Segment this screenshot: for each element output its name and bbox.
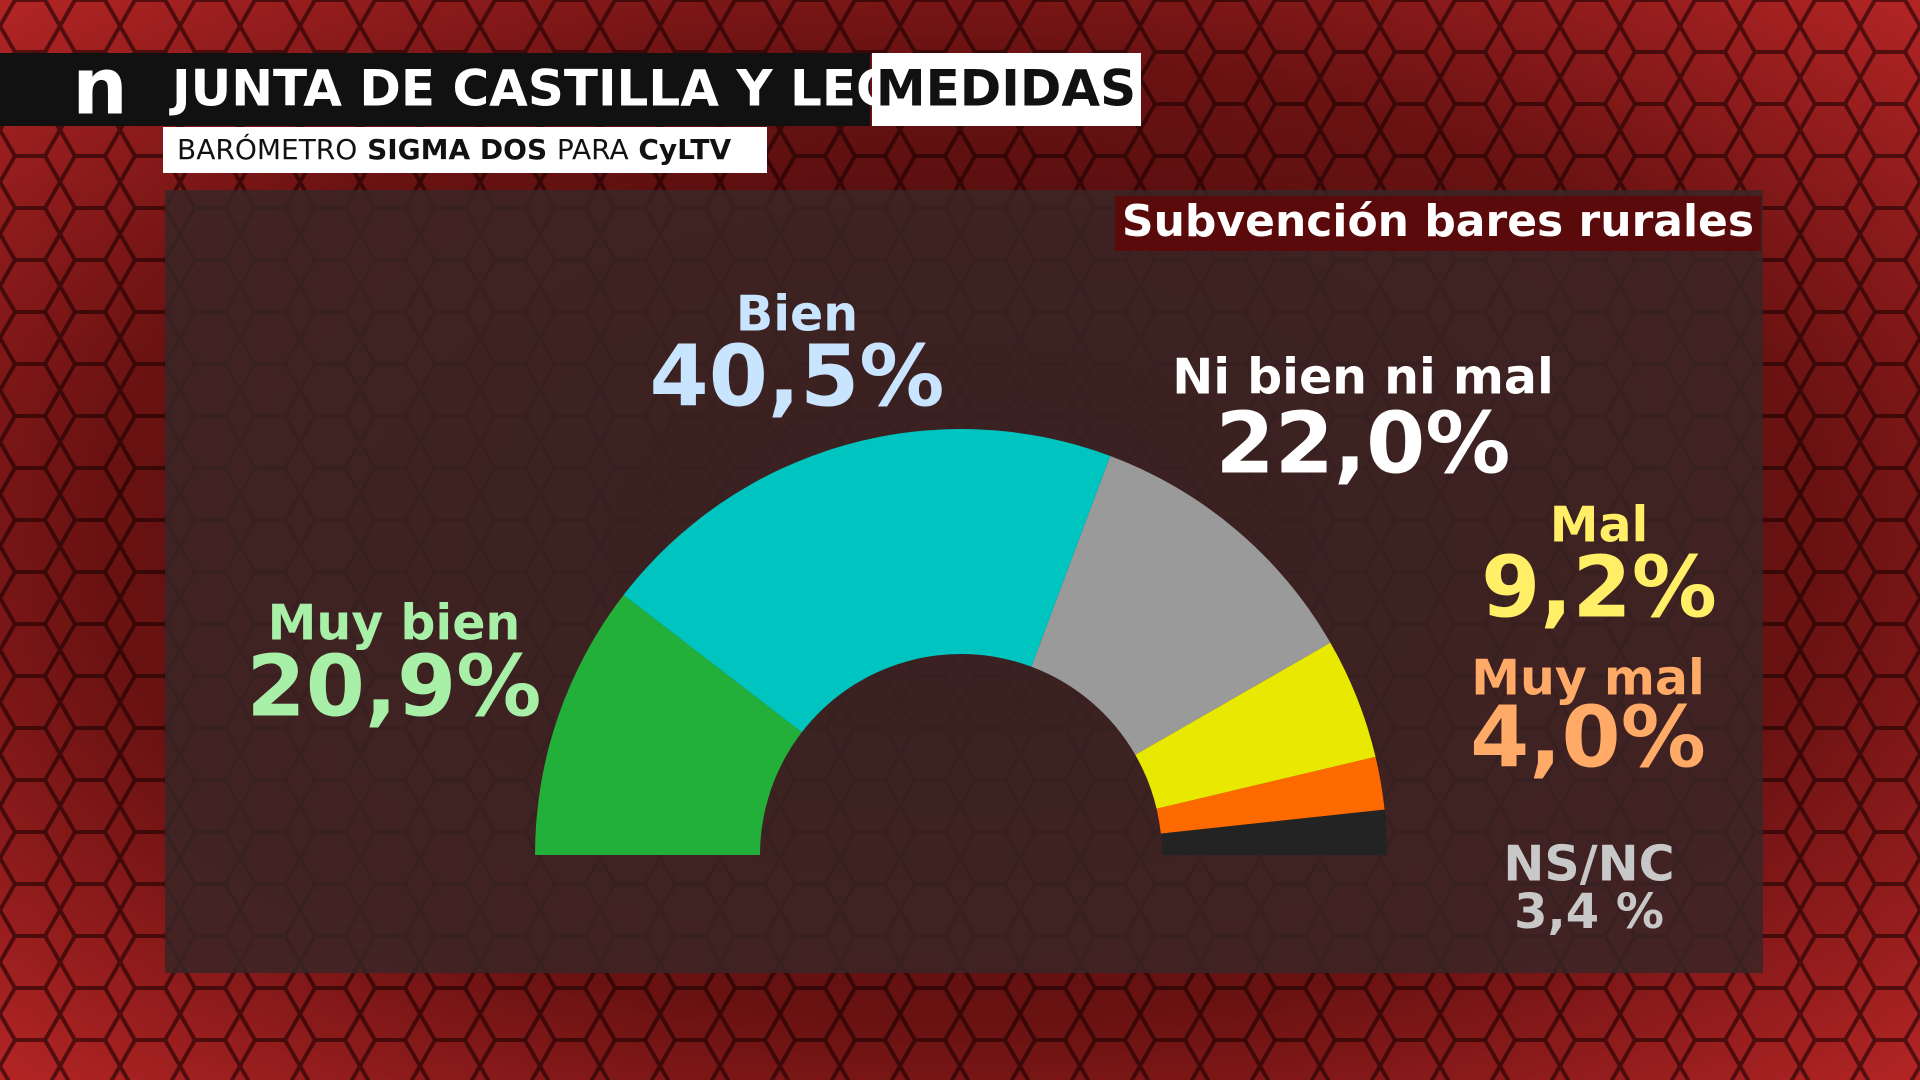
header-bar [0,53,870,126]
donut-segment [623,429,1111,733]
header-tag: MEDIDAS [876,60,1136,118]
value-label: 40,5% [650,327,945,426]
donut-segment [535,594,802,855]
donut-segment [1156,756,1385,834]
logo: n [72,42,128,132]
value-label: 22,0% [1216,394,1511,493]
value-label: 3,4 % [1514,884,1664,940]
tag-box [872,53,1141,126]
category-label: Muy mal [1471,650,1705,707]
subtitle-part: SIGMA DOS [367,133,547,166]
chart-title: Subvención bares rurales [1122,196,1754,247]
value-label: 9,2% [1481,538,1717,637]
value-label: 4,0% [1470,688,1706,787]
subtitle: BARÓMETRO SIGMA DOS PARA CyLTV [177,132,731,166]
subtitle-box [163,127,767,173]
subtitle-part: PARA [557,133,629,166]
donut-segment [1031,456,1331,755]
header-title: JUNTA DE CASTILLA Y LEÓN [169,59,940,118]
subtitle-part: CyLTV [638,133,731,166]
category-label: NS/NC [1503,836,1674,893]
category-label: Bien [736,286,858,343]
value-label: 20,9% [247,637,542,736]
chart-title-box [1115,196,1761,251]
subtitle-part: BARÓMETRO [177,132,357,166]
donut-segment [1160,809,1387,855]
category-label: Mal [1550,497,1649,554]
category-label: Ni bien ni mal [1172,349,1554,406]
category-label: Muy bien [268,595,521,652]
donut-segment [1135,642,1376,809]
